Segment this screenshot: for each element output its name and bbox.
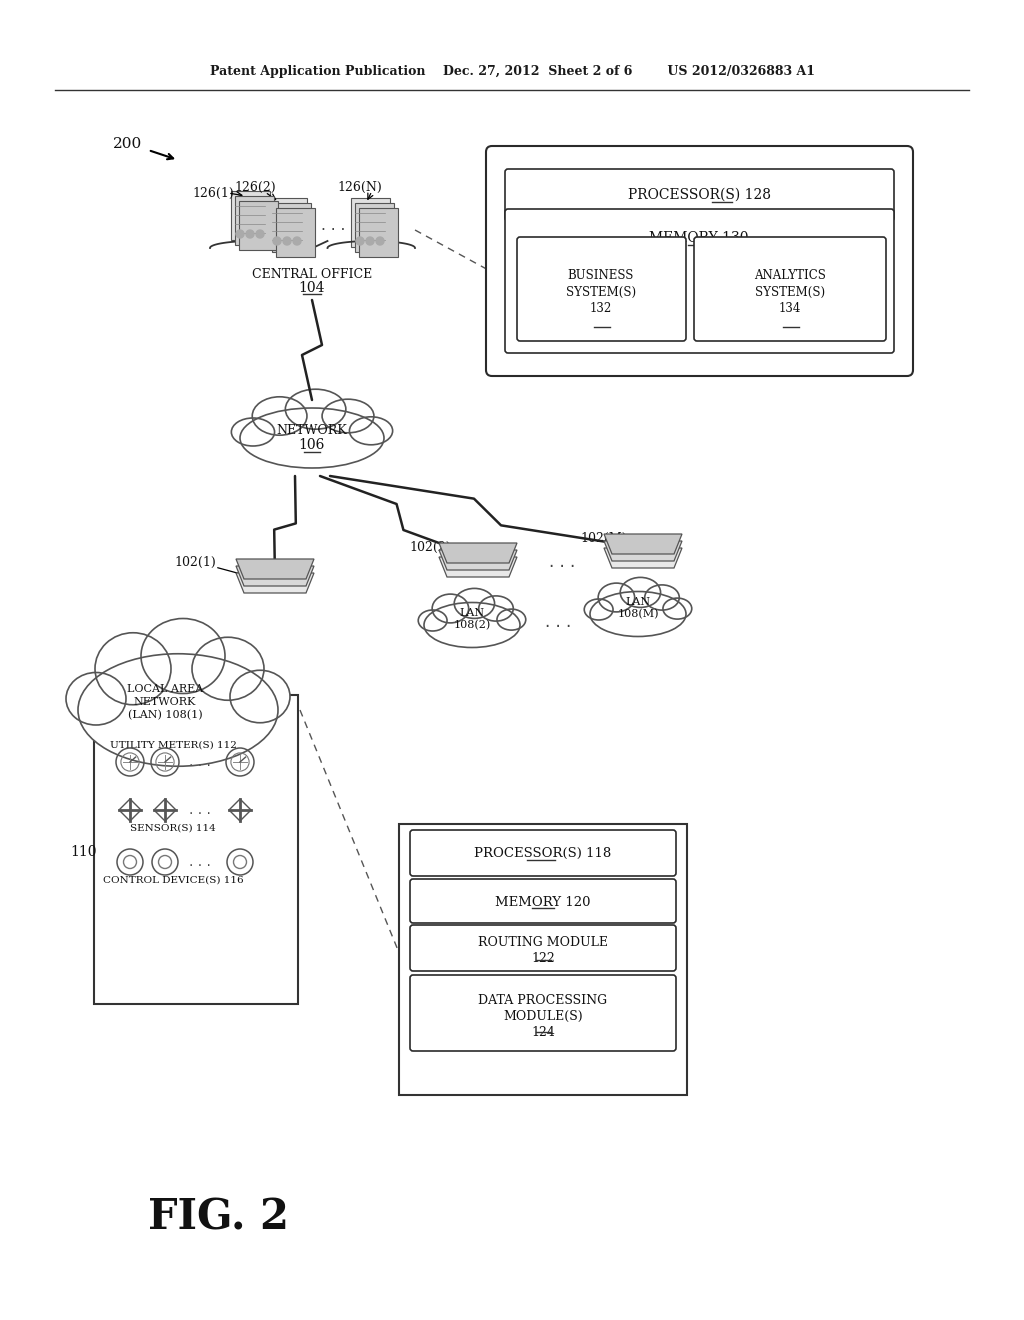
Ellipse shape [590,591,686,636]
Polygon shape [604,535,682,554]
Ellipse shape [95,632,171,705]
Ellipse shape [78,653,278,766]
Text: PROCESSOR(S) 128: PROCESSOR(S) 128 [628,187,770,202]
Text: UTILITY METER(S) 112: UTILITY METER(S) 112 [110,741,237,750]
FancyBboxPatch shape [694,238,886,341]
FancyBboxPatch shape [94,696,298,1005]
FancyBboxPatch shape [234,195,273,244]
Text: NETWORK: NETWORK [276,424,347,437]
Polygon shape [604,548,682,568]
FancyBboxPatch shape [350,198,389,247]
Text: 106: 106 [299,438,326,451]
Polygon shape [439,557,517,577]
Text: MEMORY 130: MEMORY 130 [649,231,749,246]
Text: LOCAL AREA
NETWORK
(LAN) 108(1): LOCAL AREA NETWORK (LAN) 108(1) [127,684,203,721]
FancyBboxPatch shape [230,190,269,239]
Text: . . .: . . . [545,612,571,631]
FancyBboxPatch shape [517,238,686,341]
Circle shape [256,230,264,238]
FancyBboxPatch shape [410,830,676,876]
Text: LAN
108(2): LAN 108(2) [454,607,490,631]
Ellipse shape [252,397,307,436]
FancyBboxPatch shape [505,169,894,220]
Circle shape [283,238,291,246]
Ellipse shape [230,671,290,723]
FancyBboxPatch shape [486,147,913,376]
FancyBboxPatch shape [239,201,278,249]
Polygon shape [439,550,517,570]
Text: CENTRAL OFFICE: CENTRAL OFFICE [252,268,372,281]
Text: . . .: . . . [549,553,575,572]
Text: 126(1): 126(1) [193,186,233,199]
Text: Patent Application Publication    Dec. 27, 2012  Sheet 2 of 6        US 2012/032: Patent Application Publication Dec. 27, … [210,66,814,78]
FancyBboxPatch shape [399,824,687,1096]
Circle shape [236,230,244,238]
Text: . . .: . . . [189,803,211,817]
Ellipse shape [621,577,660,607]
Polygon shape [439,543,517,564]
FancyBboxPatch shape [271,202,310,252]
Text: 102(1): 102(1) [174,556,216,569]
Ellipse shape [193,638,264,700]
FancyBboxPatch shape [410,925,676,972]
Ellipse shape [141,619,225,693]
Text: . . .: . . . [321,218,345,232]
Text: 110: 110 [71,845,97,859]
Text: 126(N): 126(N) [338,181,382,194]
Text: CONTROL DEVICE(S) 116: CONTROL DEVICE(S) 116 [102,875,244,884]
Circle shape [246,230,254,238]
Polygon shape [604,541,682,561]
Ellipse shape [231,418,274,446]
Ellipse shape [432,594,469,623]
Text: ANALYTICS
SYSTEM(S)
134: ANALYTICS SYSTEM(S) 134 [754,269,826,315]
Ellipse shape [286,389,346,429]
Text: . . .: . . . [189,755,211,770]
FancyBboxPatch shape [354,202,393,252]
Ellipse shape [240,408,384,469]
FancyBboxPatch shape [410,879,676,923]
Ellipse shape [455,589,495,618]
FancyBboxPatch shape [358,207,397,256]
Text: PROCESSOR(S) 118: PROCESSOR(S) 118 [474,846,611,859]
Text: ROUTING MODULE
122: ROUTING MODULE 122 [478,936,608,965]
Ellipse shape [645,585,679,610]
Text: . . .: . . . [189,855,211,869]
Ellipse shape [424,602,520,648]
Ellipse shape [497,609,525,630]
Text: 126(2): 126(2) [234,181,275,194]
FancyBboxPatch shape [505,209,894,352]
FancyBboxPatch shape [410,975,676,1051]
Ellipse shape [66,672,126,725]
Text: 102(M): 102(M) [581,532,628,544]
Ellipse shape [585,599,613,620]
Ellipse shape [598,583,635,612]
Text: FIG. 2: FIG. 2 [148,1197,289,1239]
Circle shape [366,238,374,246]
Text: MEMORY 120: MEMORY 120 [496,895,591,908]
Text: DATA PROCESSING
MODULE(S)
124: DATA PROCESSING MODULE(S) 124 [478,994,607,1039]
FancyBboxPatch shape [267,198,306,247]
Polygon shape [236,558,314,579]
Text: BUSINESS
SYSTEM(S)
132: BUSINESS SYSTEM(S) 132 [566,269,636,315]
FancyBboxPatch shape [275,207,314,256]
Ellipse shape [479,595,513,622]
Ellipse shape [349,417,392,445]
Polygon shape [236,573,314,593]
Text: 102(2): 102(2) [410,540,451,553]
Circle shape [376,238,384,246]
Polygon shape [236,566,314,586]
Ellipse shape [418,610,447,631]
Circle shape [356,238,364,246]
Text: LAN
108(M): LAN 108(M) [617,597,658,619]
Text: 200: 200 [114,137,142,150]
Ellipse shape [323,399,374,433]
Text: 104: 104 [299,281,326,294]
Circle shape [273,238,281,246]
Ellipse shape [663,598,692,619]
Circle shape [293,238,301,246]
Text: SENSOR(S) 114: SENSOR(S) 114 [130,824,216,833]
